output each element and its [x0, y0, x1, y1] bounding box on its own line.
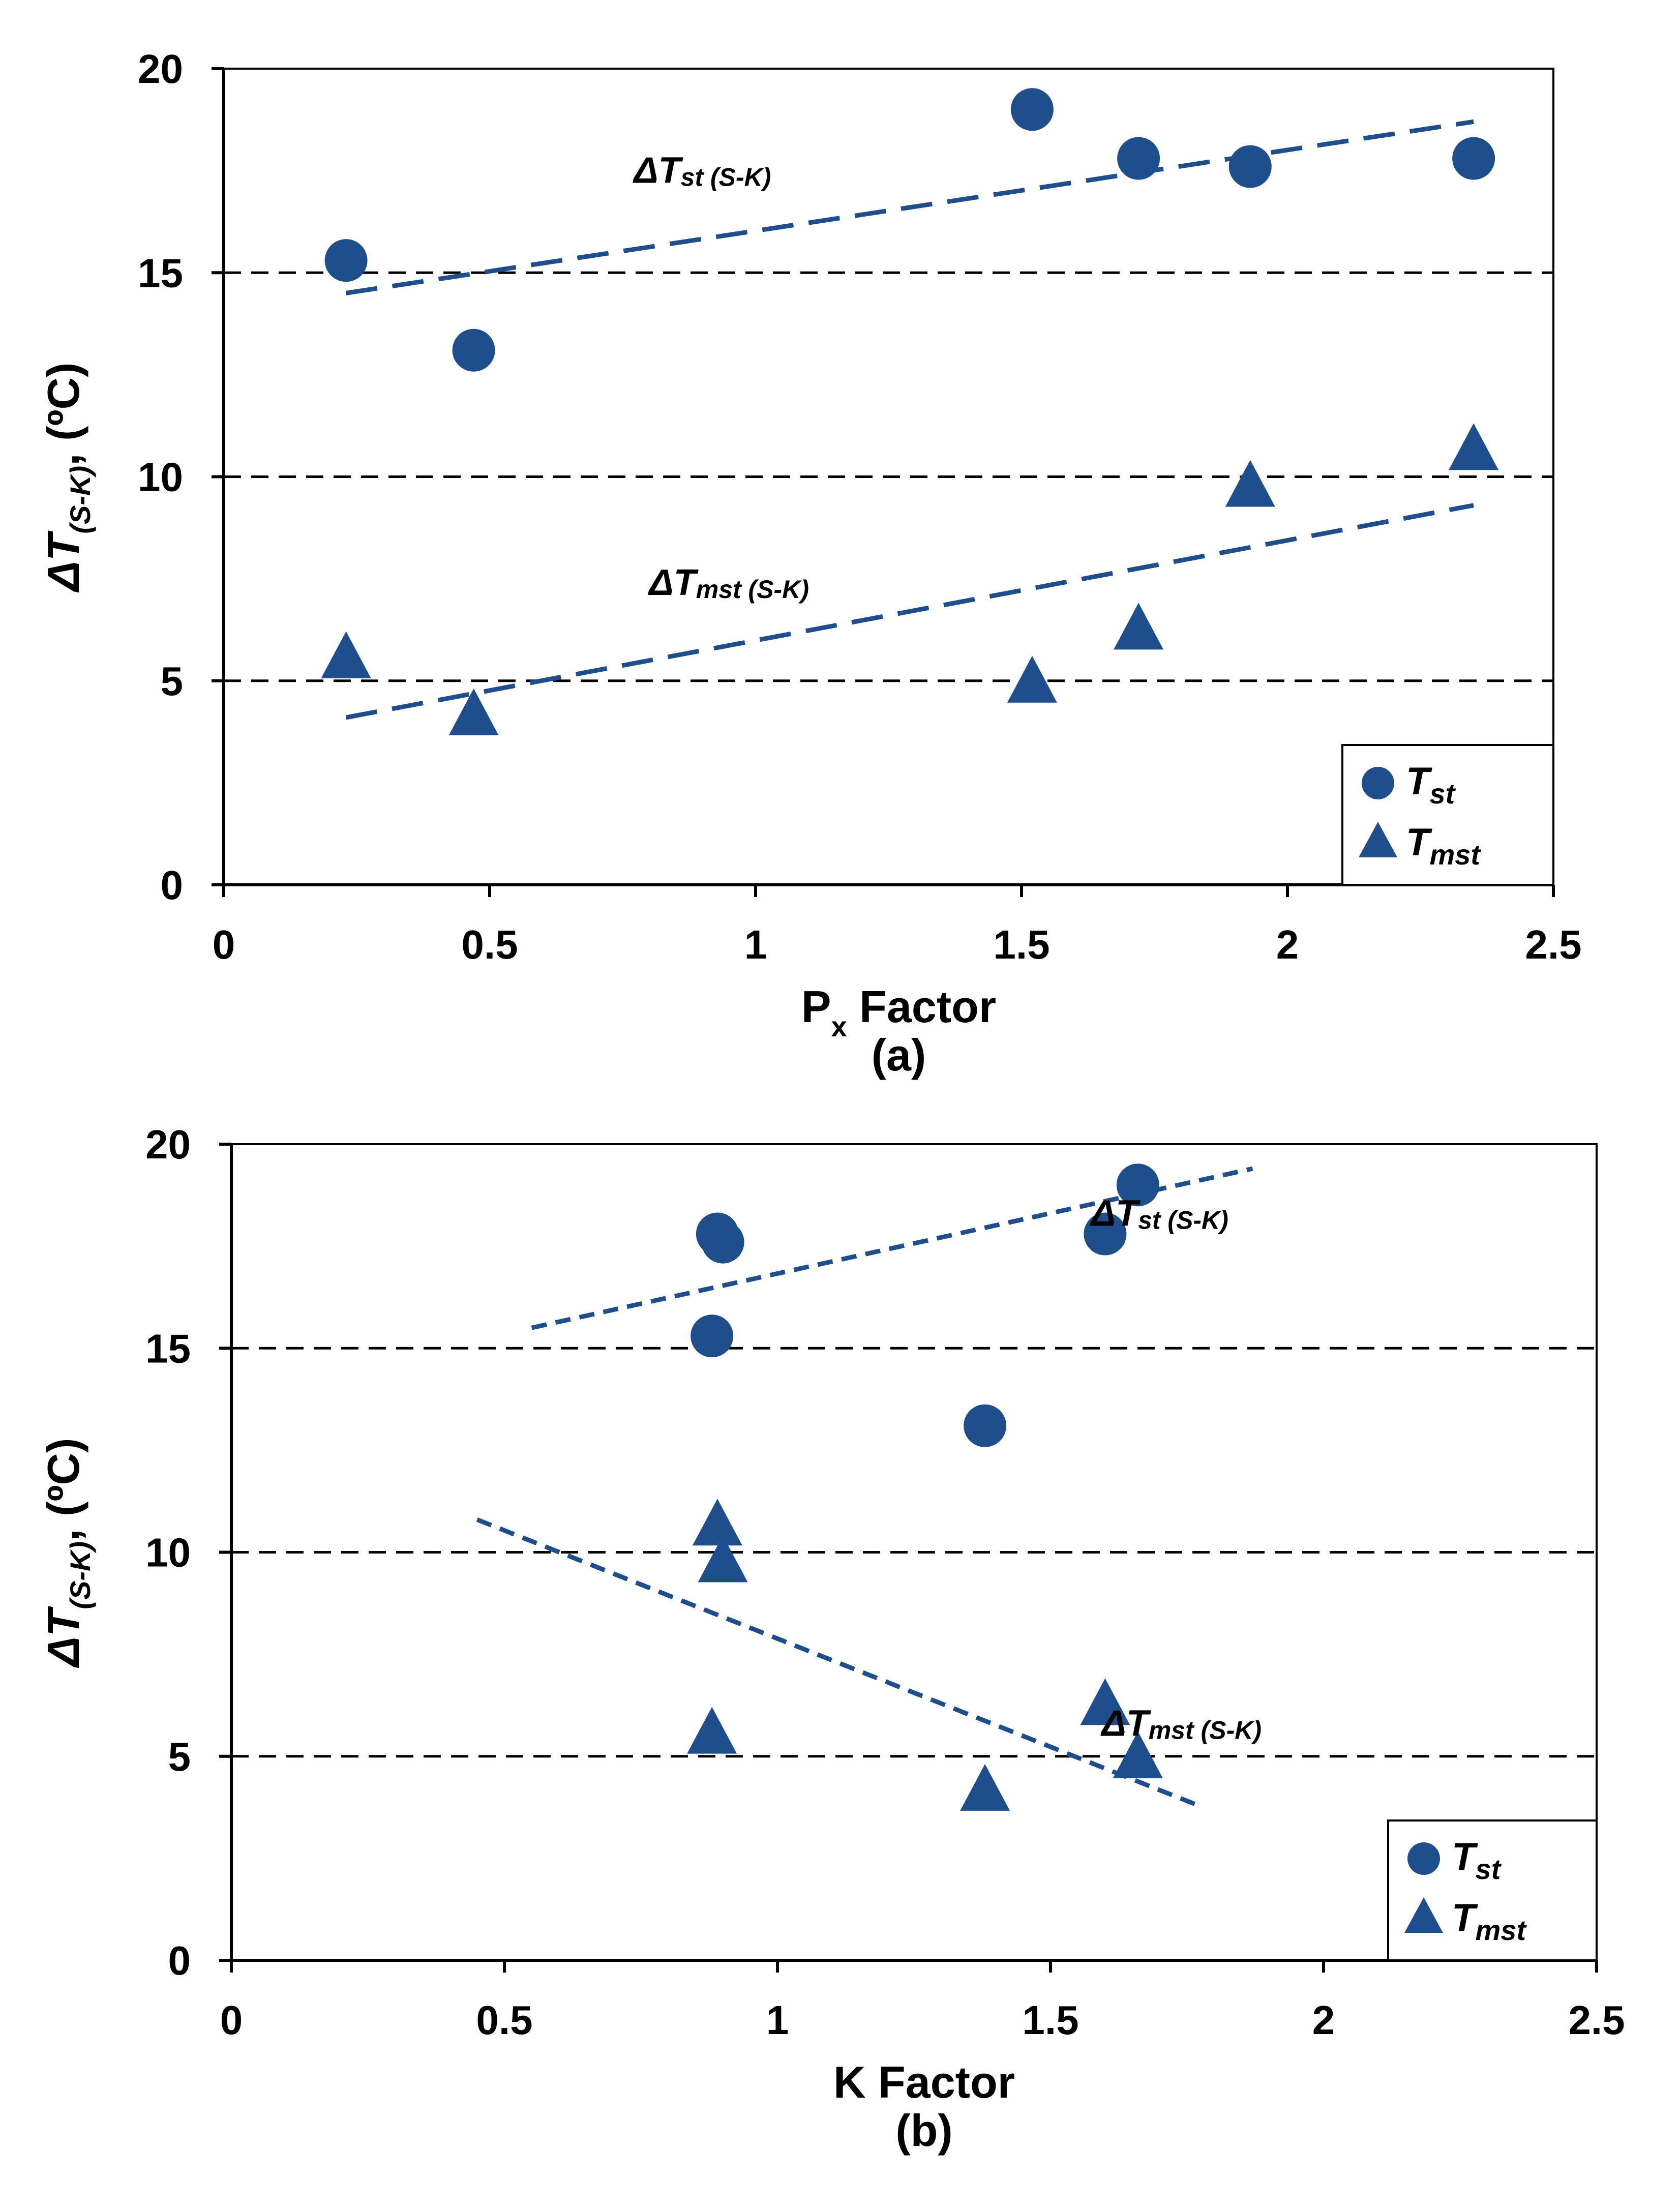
data-point-tmst: [687, 1707, 737, 1754]
data-point-tmst: [698, 1535, 748, 1583]
legend-label-tmst: Tmst: [1406, 821, 1481, 871]
x-tick-label: 0.5: [461, 922, 518, 967]
legend-label-tst: Tst: [1452, 1835, 1502, 1885]
data-point-tmst: [1007, 655, 1057, 703]
trendline-tmst: [476, 1517, 1199, 1808]
data-point-tmst: [692, 1499, 742, 1546]
x-tick-label: 2.5: [1525, 922, 1581, 967]
trendline-annotation: ΔTst (S-K): [1090, 1193, 1228, 1235]
x-tick-label: 1.5: [1022, 1997, 1078, 2043]
legend-marker-triangle: [1404, 1897, 1443, 1933]
data-point-tst: [1084, 1212, 1127, 1256]
legend-marker-circle: [1362, 767, 1394, 799]
y-tick-label: 5: [168, 1734, 191, 1779]
data-point-tst: [701, 1220, 744, 1264]
data-point-tmst: [1114, 603, 1164, 650]
data-point-tmst: [1113, 1731, 1163, 1778]
x-tick-label: 1: [744, 922, 767, 967]
y-tick-label: 20: [145, 1122, 191, 1167]
legend-label-tmst: Tmst: [1452, 1896, 1527, 1946]
legend-marker-circle: [1407, 1842, 1440, 1875]
y-tick-label: 15: [138, 250, 183, 295]
data-point-tst: [1228, 145, 1272, 188]
x-tick-label: 0.5: [476, 1997, 532, 2043]
panel-label: (a): [872, 1030, 926, 1080]
trendline-annotation: ΔTmst (S-K): [1100, 1704, 1262, 1745]
data-point-tmst: [960, 1764, 1010, 1811]
x-tick-label: 2: [1276, 922, 1299, 967]
y-tick-label: 10: [138, 455, 183, 500]
data-point-tst: [964, 1404, 1007, 1447]
y-axis-title: ΔT(S-K), (ºC): [38, 1438, 96, 1668]
data-point-tmst: [321, 631, 371, 678]
x-tick-label: 1: [766, 1997, 789, 2043]
legend-marker-triangle: [1359, 822, 1397, 857]
data-point-tmst: [1080, 1678, 1130, 1725]
trendline-annotation: ΔTst (S-K): [632, 151, 771, 192]
x-axis-title: K Factor: [833, 2057, 1015, 2107]
data-point-tst: [1117, 137, 1160, 180]
data-point-tst: [1452, 137, 1495, 180]
trendline-tst: [345, 119, 1474, 295]
x-tick-label: 0: [213, 922, 235, 967]
data-point-tst: [452, 329, 495, 372]
y-tick-label: 0: [168, 1938, 191, 1983]
data-point-tst: [1116, 1163, 1159, 1207]
legend-label-tst: Tst: [1406, 760, 1456, 810]
x-tick-label: 0: [220, 1997, 243, 2043]
data-point-tmst: [1449, 423, 1499, 470]
x-axis-title: Px Factor: [801, 981, 996, 1042]
y-tick-label: 20: [138, 46, 183, 92]
x-tick-label: 2: [1312, 1997, 1335, 2043]
trendline-tmst: [345, 503, 1474, 720]
chart-panel-a: 0 5 10 15 20 0 0.5 1 1.5 2 2.5 Px Factor(a) ΔT(S-K),…: [38, 46, 1582, 1080]
y-tick-label: 10: [145, 1530, 191, 1575]
chart-panel-b: 0 5 10 15 20 0 0.5 1 1.5 2 2.5 K Factor(b) ΔT(S-K), …: [38, 1122, 1625, 2156]
y-tick-label: 0: [161, 862, 184, 908]
legend: Tst Tmst: [1387, 1819, 1598, 1961]
y-tick-label: 15: [145, 1326, 191, 1371]
trendline-annotation: ΔTmst (S-K): [647, 562, 809, 604]
x-tick-label: 1.5: [993, 922, 1049, 967]
data-point-tst: [1010, 88, 1054, 131]
data-point-tmst: [448, 688, 499, 735]
data-point-tst: [691, 1315, 734, 1358]
y-axis-title: ΔT(S-K), (ºC): [38, 363, 96, 593]
x-tick-label: 2.5: [1568, 1997, 1625, 2043]
legend: Tst Tmst: [1341, 744, 1554, 886]
data-point-tmst: [1225, 460, 1275, 507]
data-point-tst: [324, 239, 368, 282]
y-tick-label: 5: [161, 659, 184, 704]
panel-label: (b): [895, 2105, 952, 2156]
